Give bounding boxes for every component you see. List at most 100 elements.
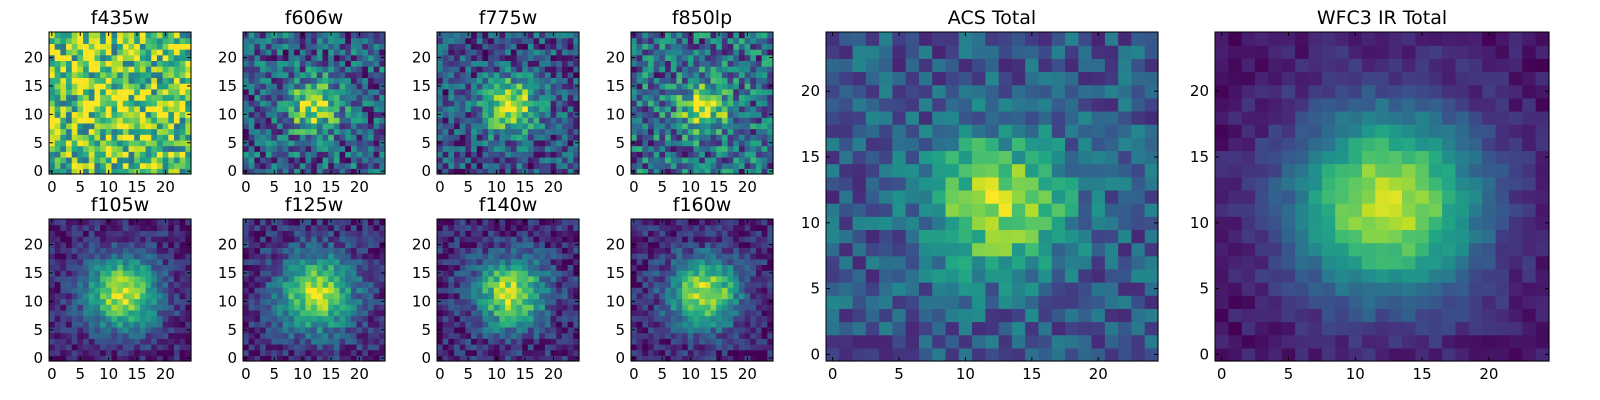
heatmap-cell bbox=[744, 151, 751, 158]
heatmap-cell bbox=[437, 156, 444, 164]
heatmap-cell bbox=[733, 54, 740, 61]
heatmap-cell bbox=[328, 224, 335, 231]
heatmap-cell bbox=[88, 145, 96, 152]
heatmap-cell bbox=[271, 224, 278, 231]
heatmap-cell bbox=[139, 264, 147, 271]
heatmap-cell bbox=[156, 151, 164, 158]
heatmap-cell bbox=[282, 134, 290, 141]
heatmap-cell bbox=[556, 298, 563, 305]
heatmap-cell bbox=[733, 287, 740, 294]
heatmap-cell bbox=[122, 156, 130, 164]
heatmap-cell bbox=[631, 343, 638, 351]
heatmap-cell bbox=[710, 304, 717, 311]
heatmap-cell bbox=[367, 71, 375, 79]
heatmap-cell bbox=[311, 100, 318, 107]
heatmap-cell bbox=[111, 326, 118, 334]
heatmap-cell bbox=[173, 264, 181, 271]
heatmap-cell bbox=[721, 298, 729, 305]
heatmap-cell bbox=[288, 37, 295, 44]
heatmap-cell bbox=[482, 321, 489, 328]
heatmap-cell bbox=[761, 292, 768, 300]
heatmap-cell bbox=[311, 32, 318, 39]
heatmap-cell bbox=[288, 88, 295, 96]
heatmap-cell bbox=[653, 60, 660, 67]
heatmap-cell bbox=[454, 105, 461, 113]
heatmap-cell bbox=[653, 326, 660, 334]
heatmap-cell bbox=[350, 37, 358, 44]
heatmap-cell bbox=[693, 111, 700, 118]
heatmap-cell bbox=[704, 304, 712, 311]
heatmap-cell bbox=[277, 224, 284, 231]
heatmap-cell bbox=[54, 224, 61, 231]
heatmap-cell bbox=[145, 134, 152, 141]
heatmap-cell bbox=[442, 219, 449, 226]
heatmap-cell bbox=[88, 247, 96, 254]
heatmap-cell bbox=[448, 37, 455, 44]
heatmap-cell bbox=[156, 156, 164, 164]
heatmap-cell bbox=[367, 162, 375, 169]
heatmap-cell bbox=[248, 270, 255, 277]
heatmap-cell bbox=[179, 100, 186, 107]
heatmap-cell bbox=[185, 338, 192, 345]
heatmap-cell bbox=[636, 105, 643, 113]
heatmap-cell bbox=[173, 105, 181, 113]
heatmap-cell bbox=[522, 326, 529, 334]
heatmap-cell bbox=[134, 145, 141, 152]
heatmap-cell bbox=[544, 66, 552, 73]
heatmap-cell bbox=[544, 258, 552, 266]
heatmap-cell bbox=[294, 162, 301, 169]
heatmap-cell bbox=[750, 349, 757, 356]
heatmap-cell bbox=[111, 100, 118, 107]
heatmap-cell bbox=[733, 43, 740, 50]
heatmap-cell bbox=[755, 343, 763, 351]
heatmap-cell bbox=[761, 304, 768, 311]
heatmap-cell bbox=[539, 156, 546, 164]
heatmap-cell bbox=[162, 71, 169, 79]
heatmap-cell bbox=[243, 151, 250, 158]
heatmap-cell bbox=[533, 349, 540, 356]
heatmap-cell bbox=[550, 321, 557, 328]
heatmap-cell bbox=[299, 145, 307, 152]
heatmap-cell bbox=[66, 66, 73, 73]
heatmap-cell bbox=[77, 71, 84, 79]
heatmap-cell bbox=[122, 66, 130, 73]
heatmap-cell bbox=[350, 241, 358, 248]
heatmap-cell bbox=[733, 37, 740, 44]
heatmap-cell bbox=[567, 94, 574, 101]
heatmap-cell bbox=[77, 304, 84, 311]
heatmap-cell bbox=[339, 162, 346, 169]
heatmap-cell bbox=[333, 298, 341, 305]
heatmap-cell bbox=[316, 156, 324, 164]
heatmap-cell bbox=[345, 156, 352, 164]
heatmap-cell bbox=[248, 304, 255, 311]
heatmap-cell bbox=[60, 309, 67, 317]
heatmap-cell bbox=[533, 66, 540, 73]
heatmap-cell bbox=[77, 298, 84, 305]
heatmap-cell bbox=[550, 88, 557, 96]
heatmap-cell bbox=[328, 258, 335, 266]
heatmap-cell bbox=[437, 236, 444, 243]
x-tick-label: 15 bbox=[515, 178, 534, 196]
heatmap-cell bbox=[476, 105, 484, 113]
heatmap-cell bbox=[567, 88, 574, 96]
heatmap-cell bbox=[168, 77, 175, 84]
heatmap-cell bbox=[465, 54, 472, 61]
heatmap-cell bbox=[744, 321, 751, 328]
heatmap-cell bbox=[139, 230, 147, 237]
heatmap-cell bbox=[105, 298, 113, 305]
heatmap-cell bbox=[83, 321, 90, 328]
heatmap-cell bbox=[288, 258, 295, 266]
heatmap-cell bbox=[339, 145, 346, 152]
heatmap-cell bbox=[94, 111, 101, 118]
heatmap-cell bbox=[88, 139, 96, 147]
heatmap-cell bbox=[294, 236, 301, 243]
heatmap-cell bbox=[168, 332, 175, 339]
heatmap-cell bbox=[168, 275, 175, 283]
y-tick-label: 10 bbox=[24, 105, 43, 123]
heatmap-cell bbox=[254, 49, 261, 56]
heatmap-cell bbox=[544, 168, 552, 175]
heatmap-cell bbox=[659, 162, 666, 169]
heatmap-cell bbox=[556, 145, 563, 152]
heatmap-cell bbox=[499, 315, 506, 322]
